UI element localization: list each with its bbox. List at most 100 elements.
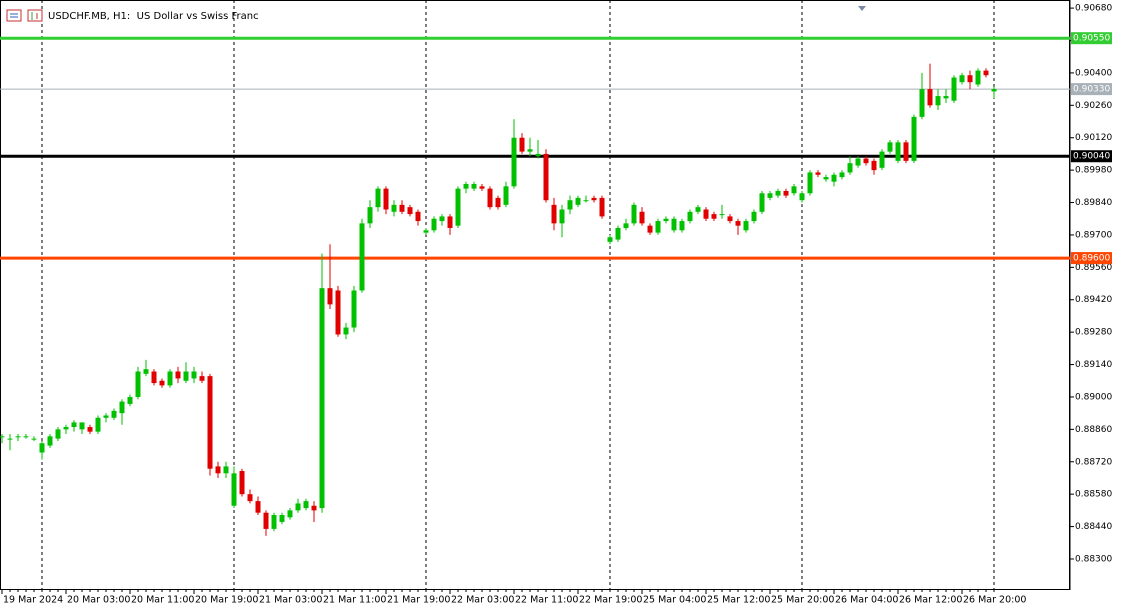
candle-body <box>407 207 413 215</box>
candle-body <box>839 172 845 178</box>
candle-body <box>735 221 741 226</box>
candle-body <box>439 216 445 222</box>
shift-marker[interactable] <box>858 6 866 11</box>
candle-body <box>975 70 981 85</box>
y-tick-label: 0.89840 <box>1075 198 1112 208</box>
candle-body <box>655 221 661 233</box>
level-tag <box>1071 83 1112 96</box>
y-tick-label: 0.90680 <box>1075 4 1112 14</box>
candle-body <box>375 188 381 208</box>
candle-body <box>511 137 517 187</box>
candle-body <box>751 211 757 222</box>
y-tick-label: 0.88580 <box>1075 490 1112 500</box>
candle-body <box>271 515 277 529</box>
candle-body <box>695 207 701 212</box>
candle-body <box>503 186 509 205</box>
candle-body <box>399 204 405 212</box>
plot-frame <box>0 0 1070 590</box>
candle-body <box>991 89 997 92</box>
candle-body <box>119 401 125 414</box>
x-tick-label: 20 Mar 11:00 <box>131 595 194 606</box>
candle-body <box>911 116 917 161</box>
candle-body <box>543 153 549 201</box>
candle-body <box>767 193 773 198</box>
candle-body <box>575 197 581 205</box>
candle-body <box>807 172 813 194</box>
candle-body <box>935 96 941 106</box>
y-tick-label: 0.88300 <box>1075 554 1112 564</box>
x-tick-label: 20 Mar 19:00 <box>195 595 258 606</box>
level-label: 0.89600 <box>1073 254 1110 264</box>
candle-body <box>311 505 317 511</box>
y-tick-label: 0.90400 <box>1075 68 1112 78</box>
y-tick-label: 0.89280 <box>1075 328 1112 338</box>
candle-body <box>863 158 869 164</box>
y-tick-label: 0.89420 <box>1075 295 1112 305</box>
candle-body <box>7 438 13 440</box>
x-tick-label: 20 Mar 03:00 <box>67 595 130 606</box>
candle-body <box>247 494 253 502</box>
candle-body <box>967 75 973 83</box>
candle-body <box>951 77 957 101</box>
candle-body <box>415 211 421 222</box>
candle-body <box>319 288 325 509</box>
candle-body <box>495 197 501 208</box>
candle-body <box>479 186 485 189</box>
candle-body <box>223 466 229 474</box>
y-tick-label: 0.90120 <box>1075 133 1112 143</box>
candle-body <box>71 422 77 428</box>
candle-body <box>335 290 341 335</box>
candle-body <box>103 415 109 418</box>
level-tag <box>1071 252 1112 265</box>
candle-body <box>303 501 309 509</box>
candle-body <box>759 193 765 212</box>
candle-body <box>231 473 237 506</box>
y-tick-label: 0.90260 <box>1075 101 1112 111</box>
x-tick-label: 22 Mar 11:00 <box>515 595 578 606</box>
candle-body <box>255 501 261 513</box>
candle-body <box>607 237 613 242</box>
candle-body <box>199 376 205 381</box>
candle-body <box>31 438 37 440</box>
x-tick-label: 21 Mar 11:00 <box>323 595 386 606</box>
candle-body <box>215 466 221 474</box>
candle-body <box>239 471 245 495</box>
y-tick-label: 0.88440 <box>1075 522 1112 532</box>
candle-body <box>855 158 861 166</box>
x-tick-label: 26 Mar 04:00 <box>835 595 898 606</box>
x-tick-label: 25 Mar 20:00 <box>771 595 834 606</box>
y-tick-label: 0.89980 <box>1075 166 1112 176</box>
candle-body <box>743 221 749 231</box>
x-tick-label: 19 Mar 2024 <box>3 595 63 606</box>
candle-body <box>559 209 565 224</box>
x-tick-label: 26 Mar 12:00 <box>899 595 962 606</box>
candle-body <box>343 327 349 335</box>
candle-body <box>583 200 589 202</box>
icon-chart[interactable] <box>27 9 43 22</box>
candle-body <box>719 214 725 216</box>
candle-body <box>87 427 93 432</box>
x-tick-label: 22 Mar 03:00 <box>451 595 514 606</box>
candle-body <box>623 223 629 228</box>
icon-trade[interactable] <box>6 9 22 22</box>
candle-body <box>783 190 789 196</box>
candle-body <box>447 216 453 228</box>
candle-body <box>871 160 877 171</box>
level-label: 0.90330 <box>1073 85 1110 95</box>
candle-body <box>679 221 685 231</box>
candle-body <box>551 204 557 224</box>
candle-body <box>615 227 621 240</box>
candle-body <box>639 211 645 224</box>
candle-body <box>887 142 893 152</box>
candle-body <box>727 216 733 222</box>
candle-body <box>391 204 397 212</box>
x-tick-label: 22 Mar 19:00 <box>579 595 642 606</box>
candle-body <box>327 288 333 305</box>
candle-body <box>775 190 781 196</box>
candle-body <box>151 371 157 384</box>
candle-body <box>175 371 181 379</box>
candle-body <box>23 436 29 438</box>
x-tick-label: 25 Mar 12:00 <box>707 595 770 606</box>
candle-body <box>471 184 477 189</box>
candle-body <box>847 163 853 173</box>
